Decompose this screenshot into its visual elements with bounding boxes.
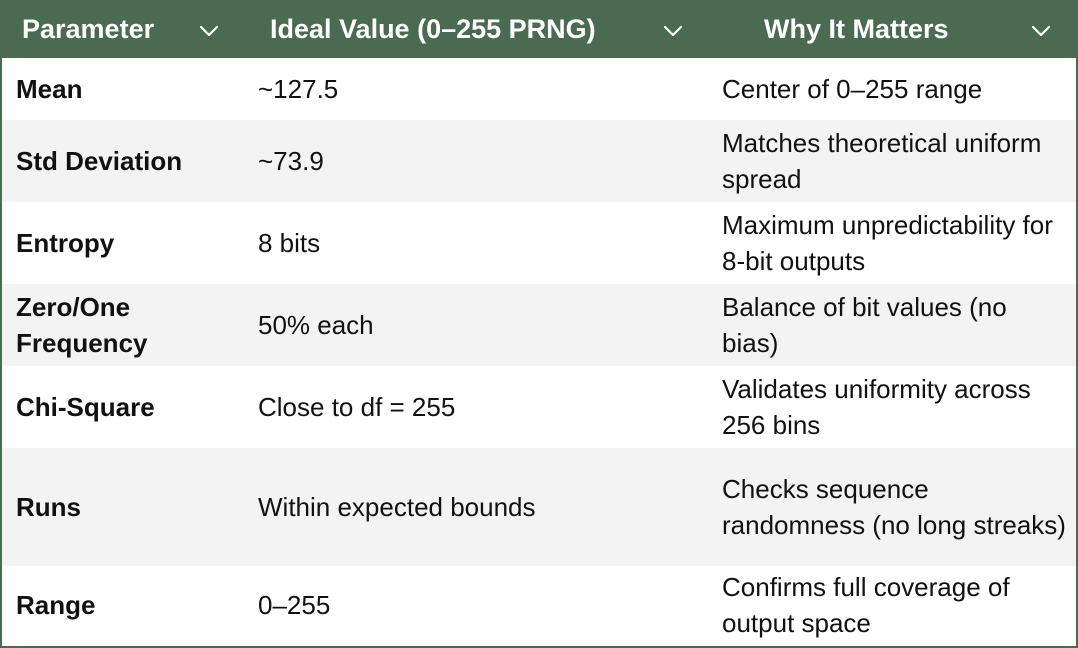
- column-header-ideal-value[interactable]: Ideal Value (0–255 PRNG): [244, 2, 708, 58]
- chevron-down-icon[interactable]: [198, 20, 220, 42]
- cell-why-it-matters: Confirms full coverage of output space: [722, 572, 1010, 638]
- column-header-parameter[interactable]: Parameter: [2, 2, 244, 58]
- column-header-label: Why It Matters: [764, 14, 949, 44]
- table-header-row: Parameter Ideal Value (0–255 PRNG) Why I…: [2, 2, 1076, 58]
- cell-parameter: Zero/One Frequency: [16, 292, 148, 358]
- cell-why-it-matters: Balance of bit values (no bias): [722, 292, 1007, 358]
- cell-why-it-matters: Validates uniformity across 256 bins: [722, 374, 1031, 440]
- cell-parameter: Entropy: [16, 228, 115, 258]
- cell-ideal-value: 8 bits: [258, 228, 321, 258]
- table-row: Zero/One Frequency 50% each Balance of b…: [2, 284, 1076, 366]
- cell-parameter: Chi-Square: [16, 392, 155, 422]
- cell-ideal-value: ~127.5: [258, 74, 339, 104]
- cell-ideal-value: ~73.9: [258, 146, 324, 176]
- cell-ideal-value: Close to df = 255: [258, 392, 456, 422]
- table-row: Runs Within expected bounds Checks seque…: [2, 448, 1076, 566]
- chevron-down-icon[interactable]: [662, 20, 684, 42]
- cell-parameter: Range: [16, 590, 96, 620]
- table-row: Std Deviation ~73.9 Matches theoretical …: [2, 120, 1076, 202]
- table-row: Entropy 8 bits Maximum unpredictability …: [2, 202, 1076, 284]
- cell-ideal-value: Within expected bounds: [258, 492, 536, 522]
- column-header-why-it-matters[interactable]: Why It Matters: [708, 2, 1076, 58]
- table-row: Chi-Square Close to df = 255 Validates u…: [2, 366, 1076, 448]
- column-header-label: Ideal Value (0–255 PRNG): [270, 14, 596, 44]
- cell-parameter: Std Deviation: [16, 146, 183, 176]
- cell-why-it-matters: Checks sequence randomness (no long stre…: [722, 474, 1066, 540]
- cell-ideal-value: 50% each: [258, 310, 374, 340]
- cell-why-it-matters: Matches theoretical uniform spread: [722, 128, 1042, 194]
- cell-why-it-matters: Center of 0–255 range: [722, 74, 983, 104]
- cell-parameter: Mean: [16, 74, 83, 104]
- column-header-label: Parameter: [22, 14, 155, 44]
- table-row: Range 0–255 Confirms full coverage of ou…: [2, 566, 1076, 644]
- cell-why-it-matters: Maximum unpredictability for 8-bit outpu…: [722, 210, 1053, 276]
- cell-parameter: Runs: [16, 492, 81, 522]
- table-row: Mean ~127.5 Center of 0–255 range: [2, 58, 1076, 120]
- cell-ideal-value: 0–255: [258, 590, 331, 620]
- chevron-down-icon[interactable]: [1030, 20, 1052, 42]
